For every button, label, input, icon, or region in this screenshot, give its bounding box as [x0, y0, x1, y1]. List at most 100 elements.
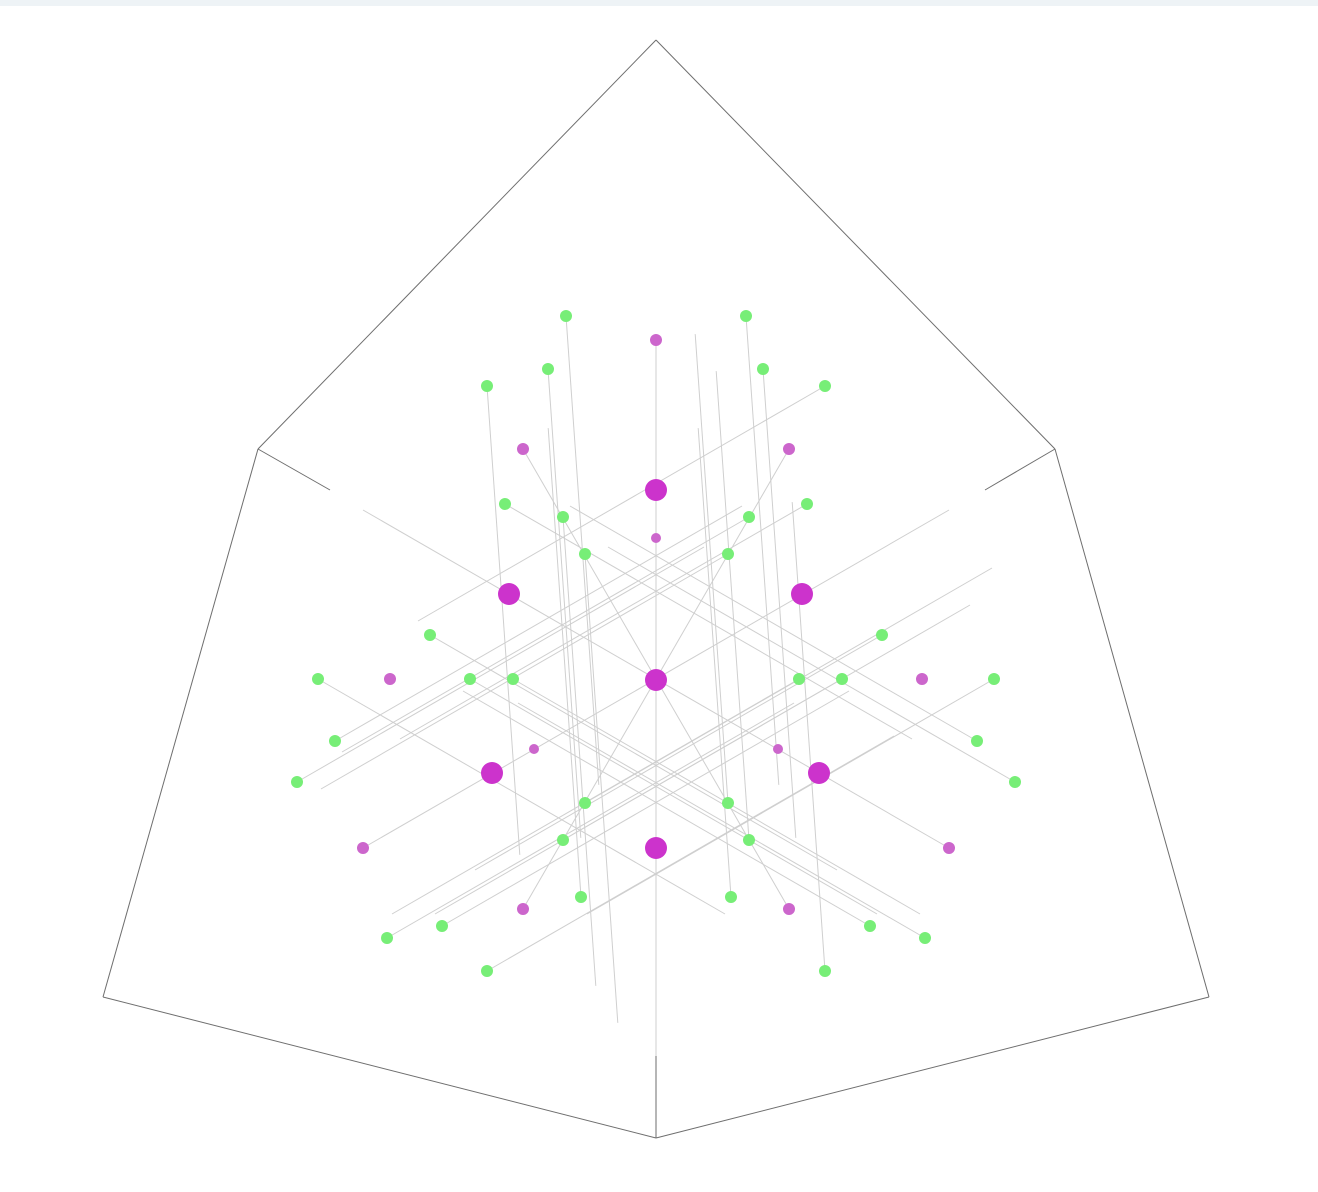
- guide-line-35: [486, 735, 895, 972]
- guide-line-14: [474, 634, 883, 871]
- lattice-node-major: [481, 762, 503, 784]
- lattice-node-minor: [916, 673, 928, 685]
- guide-line-34: [462, 690, 871, 927]
- lattice-node-minor: [943, 842, 955, 854]
- lattice-node-small: [773, 744, 783, 754]
- guide-line-29: [547, 428, 582, 898]
- lattice-node-green: [757, 363, 769, 375]
- guide-line-17: [469, 678, 878, 915]
- guide-line-28: [715, 371, 750, 841]
- lattice-node-green: [312, 673, 324, 685]
- guide-line-21: [334, 505, 743, 742]
- lattice-node-green: [743, 834, 755, 846]
- outline-edge-2: [655, 39, 1056, 450]
- guide-line-15: [317, 678, 726, 915]
- lattice-node-green: [579, 548, 591, 560]
- outline-edge-8: [984, 448, 1056, 491]
- guide-line-36: [791, 502, 826, 972]
- lattice-node-green: [876, 629, 888, 641]
- cube-outline: [102, 39, 1210, 1139]
- lattice-node-green: [481, 380, 493, 392]
- outline-edge-4: [102, 996, 657, 1139]
- outline-edge-6: [1054, 448, 1210, 998]
- guide-line-26: [694, 334, 729, 804]
- guide-line-24: [607, 546, 1016, 783]
- outline-edge-3: [102, 448, 259, 998]
- guide-line-31: [386, 702, 795, 939]
- lattice-node-major: [645, 669, 667, 691]
- lattice-node-major: [645, 837, 667, 859]
- guide-line-23: [296, 546, 705, 783]
- lattice-node-major: [645, 479, 667, 501]
- lattice-node-green: [801, 498, 813, 510]
- lattice-node-green: [542, 363, 554, 375]
- lattice-node-green: [740, 310, 752, 322]
- lattice-node-minor: [384, 673, 396, 685]
- guide-line-9: [562, 516, 597, 986]
- lattice-node-minor: [650, 334, 662, 346]
- lattice-node-green: [507, 673, 519, 685]
- guide-line-12: [320, 553, 729, 790]
- lattice-node-green: [436, 920, 448, 932]
- lattice-node-major: [498, 583, 520, 605]
- guide-line-27: [562, 604, 971, 841]
- outline-edge-5: [655, 996, 1210, 1139]
- lattice-node-green: [988, 673, 1000, 685]
- lattice-node-green: [464, 673, 476, 685]
- lattice-node-minor: [517, 443, 529, 455]
- guide-line-30: [697, 428, 732, 898]
- lattice-node-green: [560, 310, 572, 322]
- lattice-node-major: [808, 762, 830, 784]
- lattice-node-minor: [783, 443, 795, 455]
- top-strip: [0, 0, 1318, 6]
- lattice-node-green: [291, 776, 303, 788]
- guide-line-5: [486, 385, 521, 855]
- outline-edge-7: [257, 448, 331, 491]
- lattice-node-green: [722, 548, 734, 560]
- guide-line-4: [762, 368, 797, 838]
- guide-line-2: [745, 315, 780, 785]
- guide-line-8: [399, 503, 808, 740]
- lattice-node-green: [836, 673, 848, 685]
- lattice-node-green: [819, 380, 831, 392]
- lattice-node-green: [575, 891, 587, 903]
- lattice-node-green: [722, 797, 734, 809]
- lattice-node-green: [819, 965, 831, 977]
- guide-line-32: [517, 702, 926, 939]
- guide-line-22: [569, 505, 978, 742]
- guide-line-11: [584, 553, 619, 1023]
- lattice-node-minor: [783, 903, 795, 915]
- lattice-node-green: [971, 735, 983, 747]
- lattice-node-green: [499, 498, 511, 510]
- lattice-node-small: [651, 533, 661, 543]
- guide-line-16: [586, 678, 995, 915]
- lattice-node-green: [557, 511, 569, 523]
- guide-line-6: [417, 385, 826, 622]
- lattice-node-green: [725, 891, 737, 903]
- guide-line-10: [341, 516, 750, 753]
- lattice-node-green: [381, 932, 393, 944]
- guide-line-18: [512, 678, 921, 915]
- outline-edge-1: [257, 39, 657, 450]
- lattice-node-small: [529, 744, 539, 754]
- lattice-node-green: [557, 834, 569, 846]
- guide-line-25: [584, 567, 993, 804]
- lattice-node-green: [793, 673, 805, 685]
- lattice-node-green: [864, 920, 876, 932]
- lattice-node-green: [743, 511, 755, 523]
- guide-line-3: [547, 368, 582, 838]
- guide-line-13: [429, 634, 838, 871]
- lattice-node-green: [579, 797, 591, 809]
- lattice-node-major: [791, 583, 813, 605]
- lattice-node-green: [424, 629, 436, 641]
- lattice-node-green: [481, 965, 493, 977]
- guide-line-33: [441, 690, 850, 927]
- guide-line-7: [504, 503, 913, 740]
- lattice-node-minor: [357, 842, 369, 854]
- lattice-node-minor: [517, 903, 529, 915]
- lattice-node-green: [1009, 776, 1021, 788]
- lattice-node-green: [919, 932, 931, 944]
- lattice-nodes: [291, 310, 1021, 977]
- lattice-node-green: [329, 735, 341, 747]
